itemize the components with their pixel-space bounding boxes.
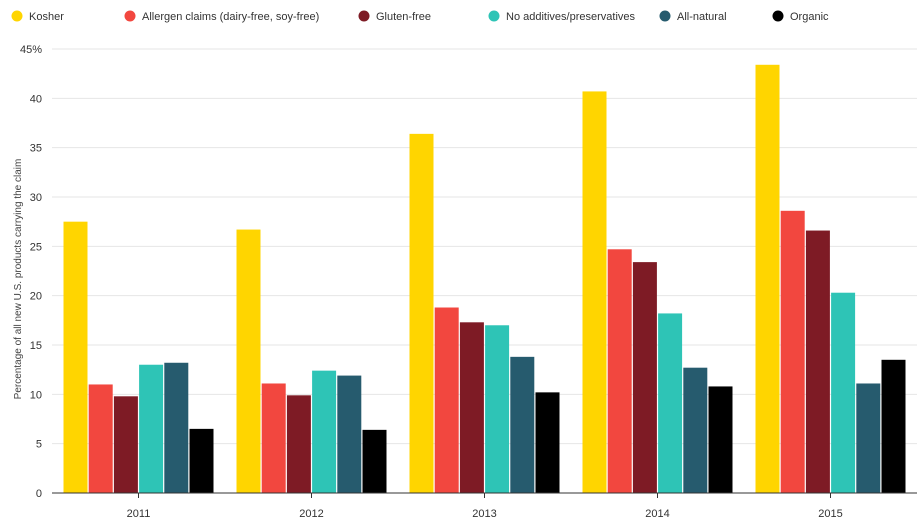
x-axis-ticks: 2011 2012 2013 2014 2015: [127, 493, 843, 519]
y-axis-title: Percentage of all new U.S. products carr…: [13, 159, 24, 400]
legend-label: Kosher: [29, 11, 64, 23]
bar: [632, 262, 657, 493]
legend-label: Allergen claims (dairy-free, soy-free): [142, 11, 319, 23]
y-axis-ticks: 0 5 10 15 20 25 30 35 40 45%: [20, 44, 42, 500]
bar: [88, 384, 113, 493]
bar: [286, 395, 311, 493]
bar: [236, 229, 261, 493]
bars: [63, 64, 906, 493]
bar: [164, 362, 189, 493]
bar-group-2013: [409, 133, 560, 493]
gridlines: [52, 48, 917, 445]
x-tick-label: 2012: [299, 508, 323, 519]
y-tick-label: 10: [30, 389, 42, 401]
legend-label: Gluten-free: [376, 11, 431, 23]
bar: [312, 370, 337, 493]
bar: [139, 364, 164, 493]
bar: [582, 91, 607, 493]
legend: Kosher Allergen claims (dairy-free, soy-f…: [11, 10, 829, 23]
bar: [755, 64, 780, 493]
bar: [485, 325, 510, 493]
bar: [780, 210, 805, 493]
y-tick-label: 45%: [20, 44, 42, 56]
legend-swatch: [659, 10, 671, 22]
bar: [535, 392, 560, 493]
y-tick-label: 40: [30, 93, 42, 105]
legend-label: Organic: [790, 11, 829, 23]
bar: [683, 367, 708, 493]
bar: [409, 133, 434, 493]
bar: [510, 356, 535, 493]
legend-label: All-natural: [677, 11, 727, 23]
bar: [881, 359, 906, 493]
bar: [362, 429, 387, 493]
legend-item: Gluten-free: [358, 10, 431, 23]
legend-swatch: [488, 10, 500, 22]
y-tick-label: 0: [36, 488, 42, 500]
x-tick-label: 2011: [127, 508, 151, 519]
y-tick-label: 35: [30, 143, 42, 155]
legend-swatch: [358, 10, 370, 22]
x-tick-label: 2013: [472, 508, 496, 519]
x-tick-label: 2015: [818, 508, 842, 519]
bar: [434, 307, 459, 493]
bar: [189, 428, 214, 493]
legend-swatch: [772, 10, 784, 22]
y-tick-label: 5: [36, 439, 42, 451]
bar-group-2015: [755, 64, 906, 493]
bar-group-2012: [236, 229, 387, 493]
bar: [261, 383, 286, 493]
bar: [459, 322, 484, 493]
bar: [658, 313, 683, 493]
legend-swatch: [11, 10, 23, 22]
legend-item: Allergen claims (dairy-free, soy-free): [124, 10, 319, 23]
bar: [113, 396, 138, 493]
bar: [607, 249, 632, 493]
y-tick-label: 30: [30, 192, 42, 204]
legend-item: No additives/preservatives: [488, 10, 636, 23]
bar: [63, 221, 88, 493]
bar: [856, 383, 881, 493]
bar-group-2014: [582, 91, 733, 493]
bar: [337, 375, 362, 493]
legend-swatch: [124, 10, 136, 22]
legend-item: All-natural: [659, 10, 727, 23]
legend-item: Kosher: [11, 10, 64, 23]
y-tick-label: 20: [30, 291, 42, 303]
bar: [805, 230, 830, 493]
legend-item: Organic: [772, 10, 829, 23]
y-tick-label: 25: [30, 241, 42, 253]
x-tick-label: 2014: [645, 508, 669, 519]
bar: [831, 292, 856, 493]
y-tick-label: 15: [30, 340, 42, 352]
legend-label: No additives/preservatives: [506, 11, 636, 23]
bar-group-2011: [63, 221, 214, 493]
bar: [708, 386, 733, 493]
